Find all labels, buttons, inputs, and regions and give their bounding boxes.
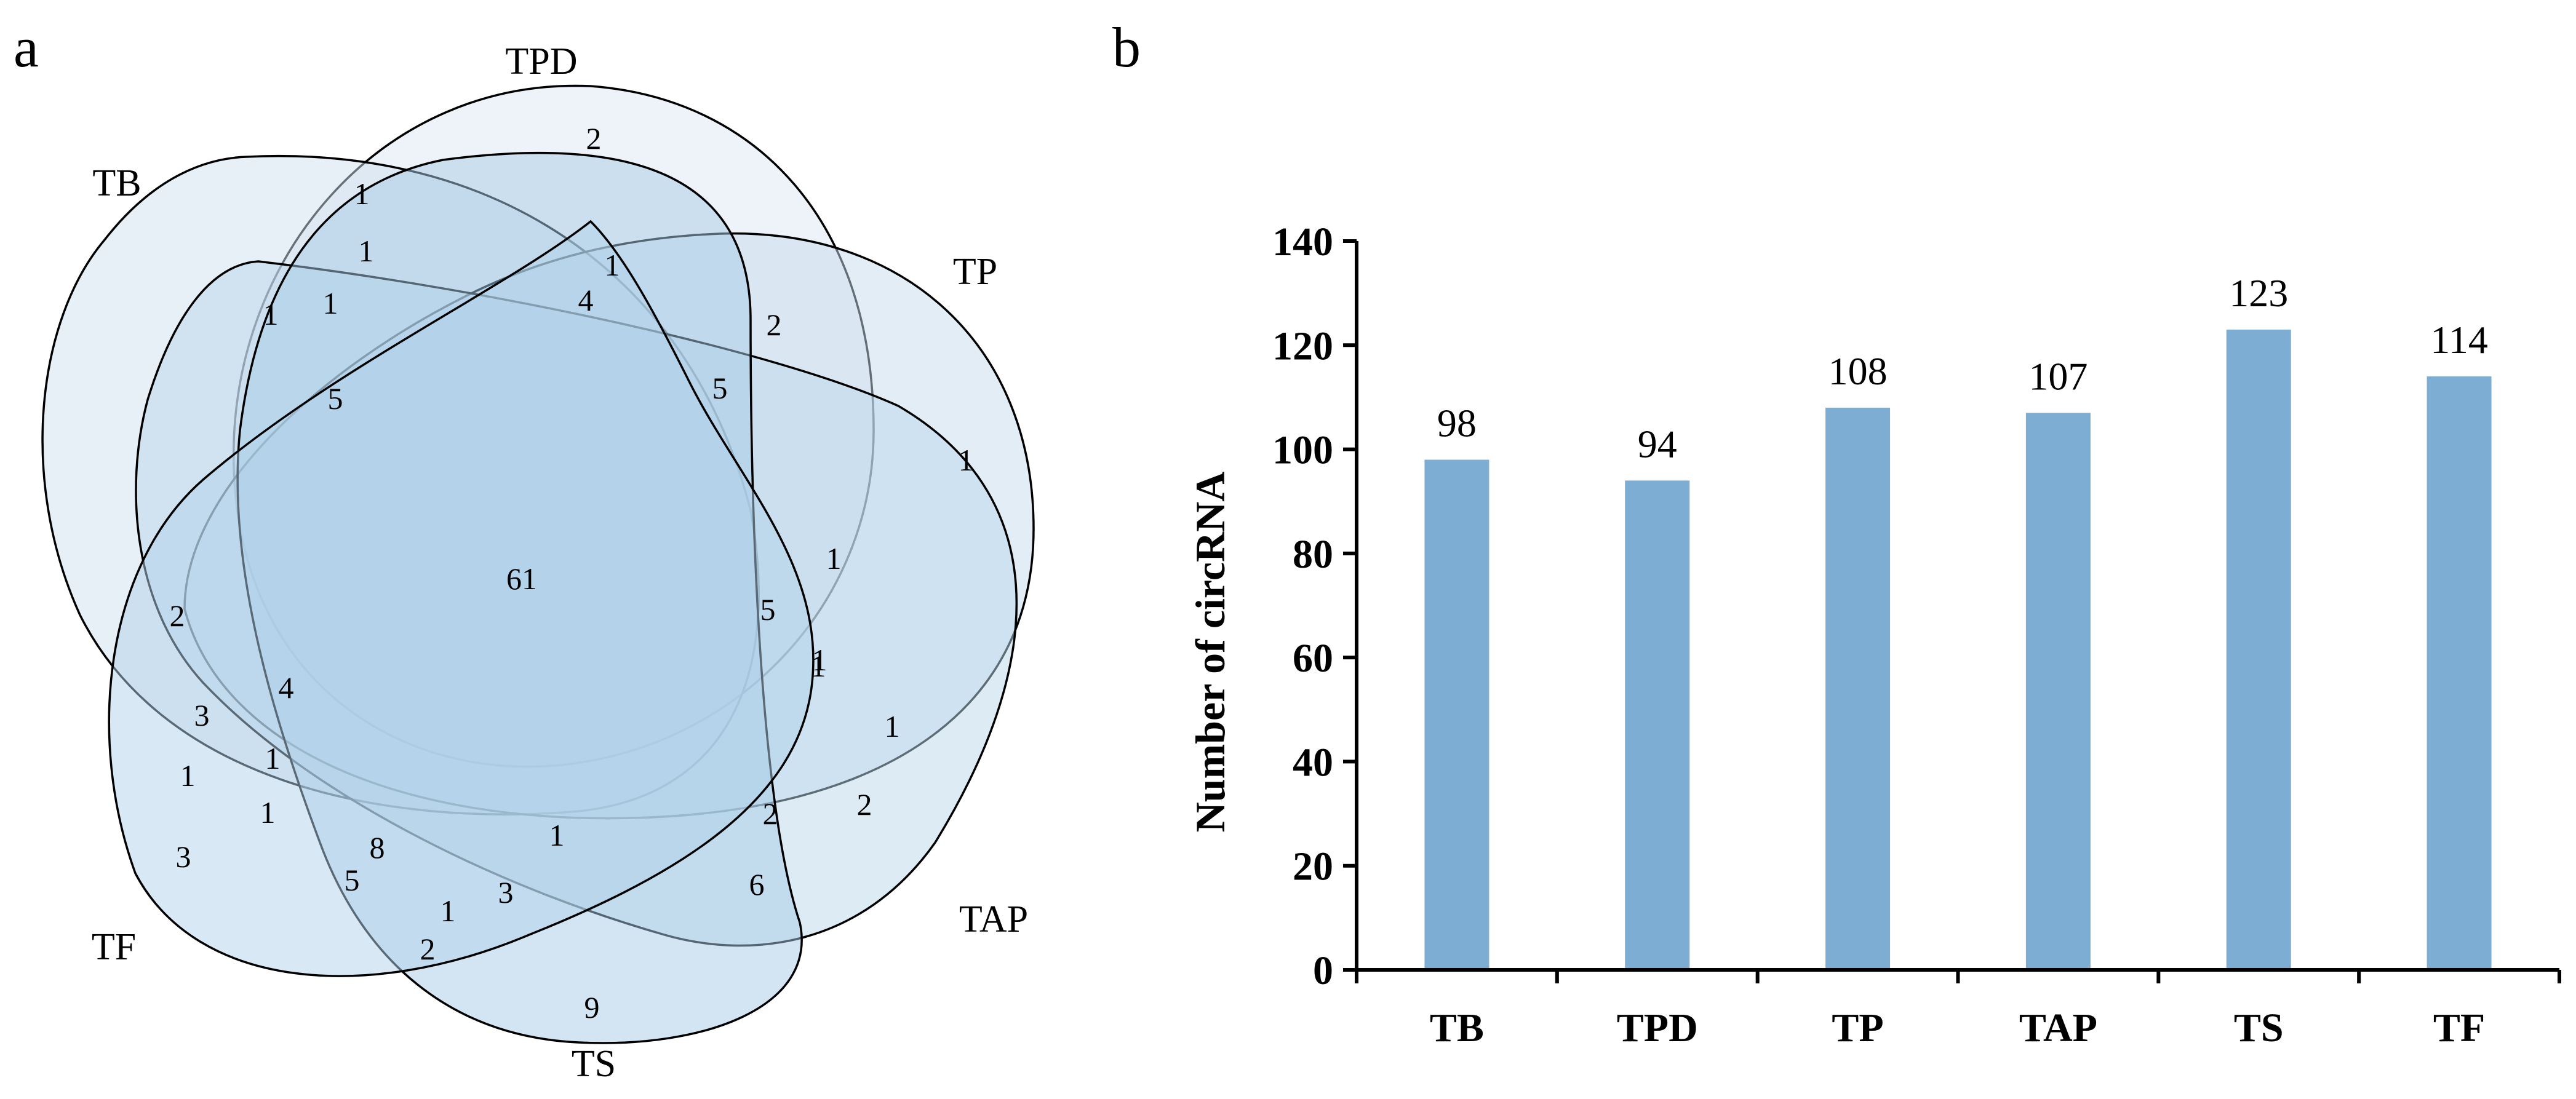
bar-tap bbox=[2025, 413, 2091, 970]
venn-region-count: 2 bbox=[767, 307, 782, 342]
venn-region-count: 5 bbox=[760, 592, 776, 627]
venn-region-count: 5 bbox=[712, 371, 728, 405]
venn-region-count: 4 bbox=[279, 670, 294, 705]
x-category-label: TP bbox=[1832, 1006, 1883, 1050]
venn-region-count: 1 bbox=[323, 286, 338, 320]
y-tick-label: 100 bbox=[1272, 428, 1333, 473]
venn-region-count: 2 bbox=[857, 787, 872, 822]
venn-region-count: 1 bbox=[811, 649, 826, 683]
venn-region-count: 3 bbox=[498, 875, 514, 910]
venn-region-count: 61 bbox=[506, 561, 537, 596]
venn-region-count: 6 bbox=[749, 867, 765, 902]
x-category-label: TS bbox=[2234, 1006, 2284, 1050]
bar-tf bbox=[2426, 376, 2492, 970]
bar-tp bbox=[1825, 407, 1891, 970]
y-tick-label: 20 bbox=[1293, 844, 1333, 889]
y-axis-ticks: 0 20 40 60 80 100 120 140 bbox=[1272, 220, 1357, 993]
venn-region-count: 3 bbox=[194, 698, 210, 732]
venn-region-count: 8 bbox=[370, 830, 385, 865]
bar-value-label: 108 bbox=[1828, 349, 1888, 393]
venn-region-count: 1 bbox=[549, 818, 565, 852]
venn-region-count: 1 bbox=[265, 741, 281, 776]
y-tick-label: 80 bbox=[1293, 532, 1333, 577]
x-category-label: TB bbox=[1430, 1006, 1484, 1050]
bar-ts bbox=[2226, 329, 2291, 970]
venn-region-count: 1 bbox=[263, 297, 279, 331]
venn-region-count: 1 bbox=[959, 443, 974, 477]
x-category-label: TAP bbox=[2019, 1006, 2097, 1050]
y-tick-label: 40 bbox=[1293, 740, 1333, 785]
venn-label-tp: TP bbox=[953, 251, 997, 293]
venn-region-count: 1 bbox=[605, 248, 620, 282]
venn-label-tf: TF bbox=[92, 926, 136, 968]
venn-region-count: 2 bbox=[420, 932, 436, 966]
x-axis-ticks: TB TPD TP TAP TS TF bbox=[1355, 970, 2561, 1050]
venn-region-count: 1 bbox=[354, 177, 370, 211]
y-tick-label: 140 bbox=[1272, 220, 1333, 264]
venn-label-tb: TB bbox=[92, 162, 141, 204]
venn-region-count: 1 bbox=[260, 795, 276, 830]
venn-region-count: 1 bbox=[359, 234, 374, 268]
venn-region-counts: 61 2 1 1 1 1 1 4 2 5 5 1 1 5 1 1 1 6 2 9… bbox=[170, 121, 974, 1025]
venn-region-count: 2 bbox=[586, 121, 602, 156]
panel-a-label: a bbox=[14, 16, 39, 79]
y-tick-label: 60 bbox=[1293, 636, 1333, 681]
venn-region-count: 2 bbox=[763, 796, 778, 831]
bar-tpd bbox=[1625, 480, 1690, 970]
panel-b-label: b bbox=[1112, 16, 1141, 79]
venn-diagram bbox=[41, 84, 1035, 1044]
venn-region-count: 5 bbox=[345, 863, 360, 897]
venn-region-count: 3 bbox=[176, 839, 191, 874]
bar-value-label: 98 bbox=[1437, 402, 1477, 445]
venn-label-tpd: TPD bbox=[505, 41, 577, 82]
venn-region-count: 1 bbox=[826, 541, 842, 576]
venn-region-count: 1 bbox=[885, 709, 900, 744]
bar-value-label: 94 bbox=[1638, 422, 1677, 466]
venn-region-count: 1 bbox=[180, 758, 196, 793]
y-tick-label: 0 bbox=[1313, 948, 1333, 993]
y-tick-label: 120 bbox=[1272, 323, 1333, 368]
x-category-label: TF bbox=[2433, 1006, 2485, 1050]
venn-region-count: 2 bbox=[170, 598, 185, 633]
venn-region-count: 1 bbox=[812, 643, 827, 677]
y-axis-title: Number of circRNA bbox=[1187, 472, 1234, 833]
bar-tb bbox=[1424, 459, 1489, 970]
bar-value-label: 107 bbox=[2028, 354, 2088, 398]
venn-set-tf bbox=[108, 220, 815, 977]
bar-value-label: 114 bbox=[2430, 318, 2488, 362]
bar-value-label: 123 bbox=[2229, 271, 2288, 315]
bars: 98 94 108 107 123 114 bbox=[1424, 271, 2492, 970]
x-category-label: TPD bbox=[1617, 1006, 1698, 1050]
venn-region-count: 5 bbox=[328, 381, 343, 416]
venn-label-tap: TAP bbox=[959, 899, 1028, 940]
venn-label-ts: TS bbox=[572, 1043, 616, 1085]
venn-region-count: 9 bbox=[584, 990, 600, 1025]
venn-set-labels: TPD TB TP TAP TS TF bbox=[92, 41, 1028, 1085]
venn-region-count: 4 bbox=[578, 283, 594, 317]
venn-region-count: 1 bbox=[441, 894, 456, 928]
